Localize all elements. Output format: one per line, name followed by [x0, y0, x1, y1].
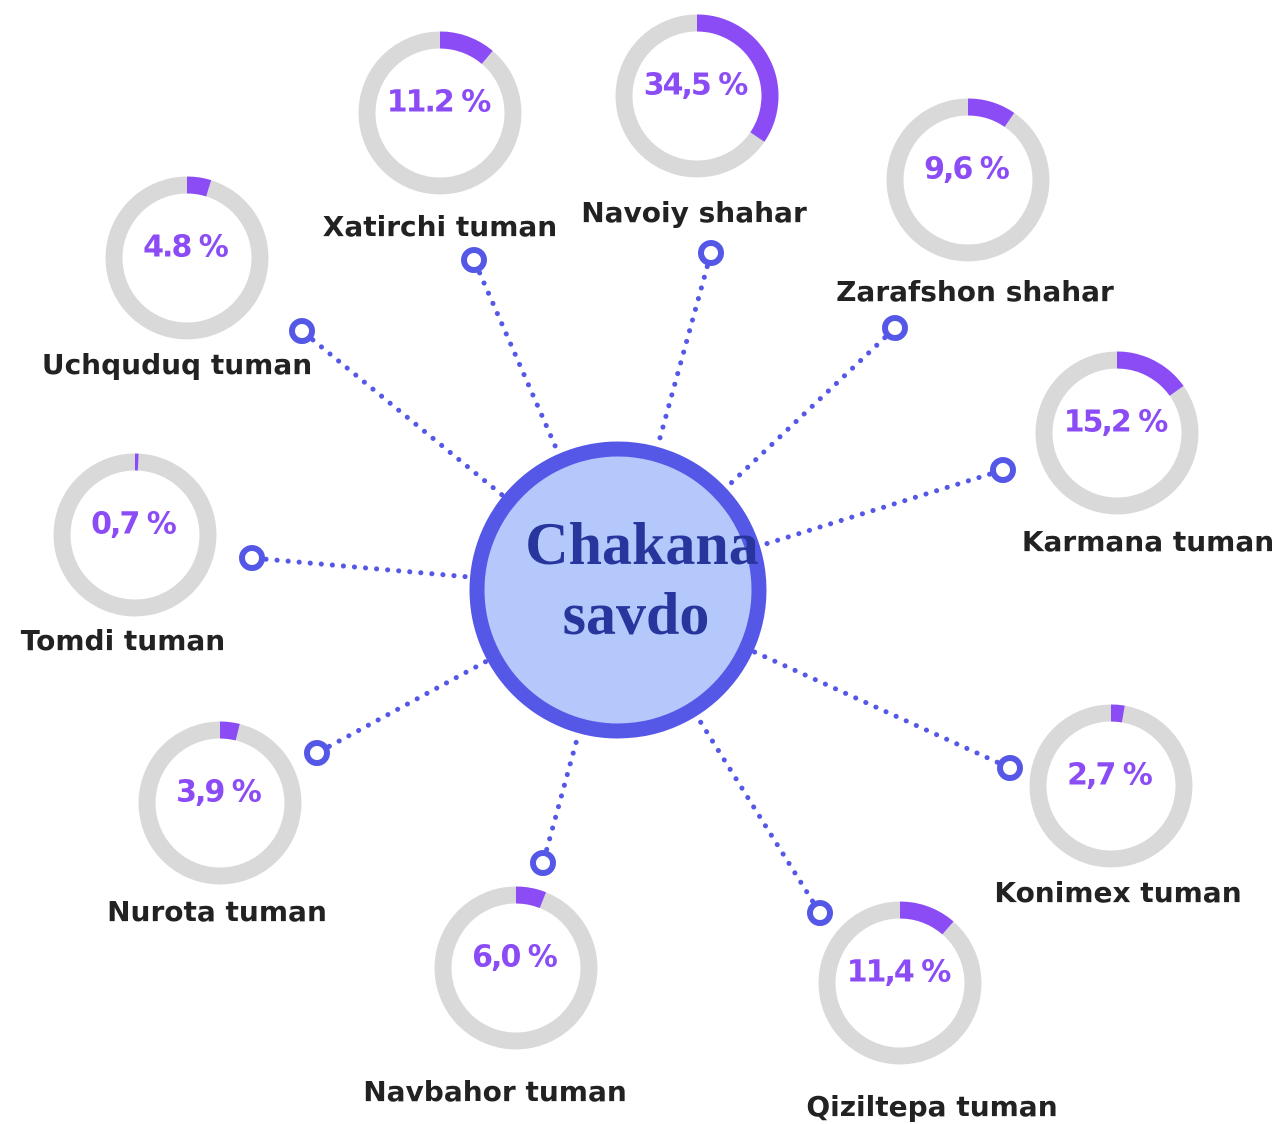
connector-line: [752, 649, 1000, 765]
category-label: Tomdi tuman: [21, 624, 226, 657]
gauge-arc: [186, 176, 212, 197]
gauge-arc: [967, 98, 1015, 128]
connector-line: [655, 263, 710, 448]
connector-dot: [997, 755, 1023, 781]
connector-line: [310, 337, 505, 498]
connector-line: [477, 270, 561, 456]
gauge-arc: [439, 31, 493, 65]
gauge-value-label: 11.2 %: [387, 85, 491, 120]
category-label: Xatirchi tuman: [323, 210, 557, 243]
category-label: Qiziltepa tuman: [806, 1090, 1057, 1123]
gauge-arc: [219, 721, 240, 741]
center-title-line1: Chakana: [525, 511, 758, 577]
gauge-value-label: 34,5 %: [644, 68, 748, 103]
connector-line: [544, 732, 581, 853]
category-label: Karmana tuman: [1022, 525, 1274, 558]
connector-line: [724, 335, 888, 490]
connector-dot: [461, 247, 487, 273]
connector-dot: [698, 240, 724, 266]
connector-line: [758, 471, 993, 548]
gauge-value-label: 6,0 %: [472, 940, 558, 975]
gauge-arc: [1110, 704, 1125, 723]
connector-dot: [882, 315, 908, 341]
connector-line: [263, 556, 472, 580]
connector-dot: [530, 850, 556, 876]
category-label: Uchquduq tuman: [42, 348, 312, 381]
gauge-arc: [899, 901, 954, 935]
center-title-line2: savdo: [563, 581, 710, 647]
connector-dot: [289, 318, 315, 344]
connector-dot: [304, 740, 330, 766]
category-label: Navbahor tuman: [363, 1075, 627, 1108]
connector-line: [326, 658, 489, 749]
gauge-arc: [515, 886, 547, 909]
gauge-value-label: 4.8 %: [143, 230, 229, 265]
gauge-arc: [1116, 351, 1184, 397]
gauge-value-label: 11,4 %: [847, 955, 951, 990]
connector-line: [695, 714, 816, 904]
connector-dot: [807, 900, 833, 926]
category-label: Navoiy shahar: [581, 196, 807, 229]
gauge-value-label: 2,7 %: [1067, 758, 1153, 793]
gauge-arc: [696, 14, 779, 142]
connector-dot: [239, 545, 265, 571]
connector-dot: [990, 457, 1016, 483]
connectors: [239, 240, 1023, 926]
gauge-value-label: 0,7 %: [91, 507, 177, 542]
center-circle: [469, 441, 767, 739]
category-label: Konimex tuman: [994, 876, 1241, 909]
gauge-value-label: 9,6 %: [924, 152, 1010, 187]
category-label: Zarafshon shahar: [836, 275, 1114, 308]
gauge-value-label: 3,9 %: [176, 775, 262, 810]
gauge-value-label: 15,2 %: [1064, 405, 1168, 440]
category-label: Nurota tuman: [107, 895, 327, 928]
